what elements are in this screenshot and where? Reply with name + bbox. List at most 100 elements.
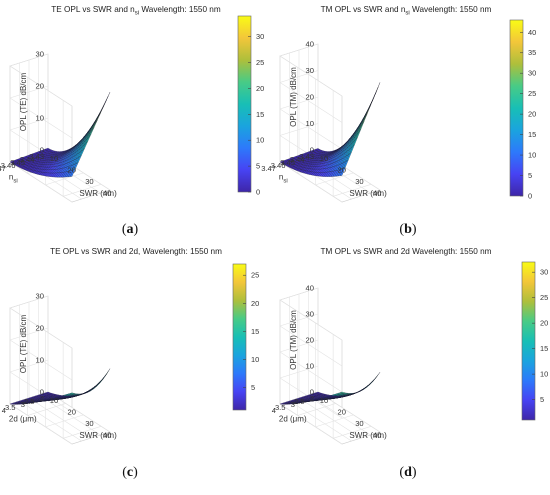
- colorbar-tick-label: 20: [540, 319, 548, 328]
- x-tick-label: 10: [320, 396, 328, 405]
- colorbar-tick-label: 15: [528, 130, 536, 139]
- y-tick-label: 3.44: [290, 155, 305, 164]
- surface-patch: [104, 92, 111, 103]
- y-tick-label: 3.43: [299, 152, 314, 161]
- colorbar-tick-label: 40: [528, 28, 536, 37]
- y-tick-label: 3.47: [261, 164, 276, 173]
- surface-patch: [374, 372, 381, 379]
- z-axis-label: OPL (TM) dB/cm: [289, 67, 298, 127]
- y-tick-label: 3.46: [271, 161, 286, 170]
- y-tick-label: 2.5: [294, 397, 305, 406]
- colorbar-tick-label: 30: [540, 268, 548, 277]
- caption-open: (: [122, 465, 127, 480]
- y-tick-label: 2: [40, 394, 44, 403]
- y-tick-label: 3.5: [275, 403, 286, 412]
- colorbar-tick-label: 10: [528, 151, 536, 160]
- surface-mesh: [279, 372, 381, 405]
- x-tick-label: 40: [103, 188, 111, 197]
- colorbar-tick-label: 30: [256, 32, 264, 41]
- caption-open: (: [399, 465, 404, 480]
- x-axis-label: SWR (nm): [349, 431, 387, 440]
- z-tick-label: 30: [36, 50, 44, 59]
- z-tick-label: 30: [36, 292, 44, 301]
- colorbar-tick-label: 15: [540, 344, 548, 353]
- surface-mesh: [9, 92, 111, 178]
- surface-patch: [374, 82, 381, 95]
- colorbar-tick-label: 35: [528, 48, 536, 57]
- colorbar-tick-label: 20: [256, 84, 264, 93]
- z-axis-label: OPL (TE) dB/cm: [19, 72, 28, 131]
- colorbar-tick-label: 10: [540, 370, 548, 379]
- caption-close: ): [412, 222, 417, 237]
- colorbar: [509, 19, 524, 197]
- y-tick-label: 3.46: [1, 161, 16, 170]
- chart-title-main: TE OPL vs SWR and n: [51, 5, 135, 14]
- z-tick-label: 0: [310, 146, 314, 155]
- surface-mesh: [279, 82, 381, 177]
- x-tick-label: 30: [355, 177, 363, 186]
- colorbar-tick-label: 15: [256, 110, 264, 119]
- y-tick-label: 3.44: [20, 155, 35, 164]
- z-tick-label: 20: [36, 82, 44, 91]
- y-tick-label: 3.45: [280, 158, 295, 167]
- z-axis-label: OPL (TE) dB/cm: [19, 314, 28, 373]
- y-axis-label: 2d (μm): [279, 414, 307, 423]
- x-tick-label: 20: [337, 165, 345, 174]
- x-axis-label: SWR (nm): [79, 189, 117, 198]
- x-tick-label: 40: [373, 430, 381, 439]
- x-tick-label: 20: [67, 407, 75, 416]
- panel-caption: (b): [399, 222, 416, 237]
- z-tick-label: 30: [306, 66, 314, 75]
- y-axis-label-subscript: si: [13, 178, 17, 184]
- x-tick-label: 10: [50, 154, 58, 163]
- panel-caption: (a): [122, 222, 139, 237]
- x-tick-label: 20: [337, 407, 345, 416]
- colorbar: [232, 263, 247, 411]
- z-tick-label: 0: [40, 146, 44, 155]
- y-tick-label: 3.5: [5, 403, 16, 412]
- chart-title: TM OPL vs SWR and 2d Wavelength: 1550 nm: [321, 247, 492, 256]
- caption-close: ): [133, 465, 138, 480]
- z-tick-label: 10: [306, 119, 314, 128]
- caption-open: (: [122, 222, 127, 237]
- x-tick-label: 30: [355, 419, 363, 428]
- y-axis-label-subscript: si: [283, 178, 287, 184]
- x-tick-label: 20: [67, 165, 75, 174]
- caption-letter: a: [127, 222, 134, 237]
- x-tick-label: 10: [320, 154, 328, 163]
- colorbar-tick-label: 5: [528, 171, 532, 180]
- z-tick-label: 20: [306, 93, 314, 102]
- colorbar-tick-label: 30: [528, 69, 536, 78]
- colorbar-tick-label: 25: [540, 293, 548, 302]
- caption-close: ): [134, 222, 139, 237]
- z-tick-label: 20: [36, 324, 44, 333]
- panel-caption: (d): [399, 465, 416, 480]
- colorbar-tick-label: 10: [256, 136, 264, 145]
- colorbar-tick-label: 20: [251, 299, 259, 308]
- chart-title-main: TM OPL vs SWR and n: [321, 5, 406, 14]
- chart-title-subscript: si: [135, 11, 139, 17]
- z-tick-label: 20: [306, 336, 314, 345]
- z-tick-label: 0: [310, 388, 314, 397]
- x-axis-label: SWR (nm): [79, 431, 117, 440]
- z-tick-label: 0: [40, 388, 44, 397]
- chart-title: TM OPL vs SWR and nsi Wavelength: 1550 n…: [321, 5, 492, 17]
- colorbar-tick-label: 10: [251, 355, 259, 364]
- colorbar-tick-label: 5: [540, 395, 544, 404]
- y-tick-label: 3: [291, 400, 295, 409]
- caption-letter: b: [404, 222, 412, 237]
- x-tick-label: 10: [50, 396, 58, 405]
- z-axis-label: OPL (TM) dB/cm: [289, 310, 298, 370]
- surface-mesh: [9, 368, 111, 405]
- y-axis-label: 2d (μm): [9, 414, 37, 423]
- caption-open: (: [399, 222, 404, 237]
- caption-close: ): [412, 465, 417, 480]
- caption-letter: d: [404, 465, 412, 480]
- colorbar-tick-label: 5: [256, 162, 260, 171]
- y-axis-label: nsi: [279, 172, 288, 184]
- colorbar-tick-label: 15: [251, 327, 259, 336]
- y-tick-label: 2.5: [24, 397, 35, 406]
